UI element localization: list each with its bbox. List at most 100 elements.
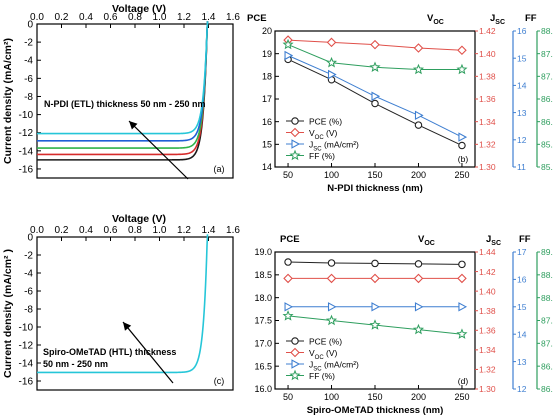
jsc-tick-label: 15 [517,302,527,312]
voc-point [326,37,337,48]
x-axis-title: N-PDI thickness (nm) [327,183,423,194]
pce-point [458,141,466,150]
ff-tick-label: 86.5 [541,361,553,371]
ff-axis-title: FF [519,234,531,245]
x-tick-label: 150 [367,170,382,180]
annotation-text: 50 nm - 250 nm [43,359,108,369]
jsc-tick-label: 14 [517,329,527,339]
y-tick-label: -14 [19,146,34,157]
voc-point [413,273,424,284]
jsc-axis-title: JSC [486,234,501,247]
voc-tick-label: 1.36 [479,325,496,335]
pce-point [371,99,379,108]
voc-tick-label: 1.44 [479,247,496,257]
legend-label: VOC (V) [309,128,338,141]
pce-tick-label: 19.0 [254,247,272,257]
x-tick-label: 0.0 [30,225,44,236]
panel-label: (b) [458,154,469,164]
pce-tick-label: 16.0 [254,384,272,394]
pce-axis-title: PCE [280,234,300,245]
y-tick-label: -8 [24,92,33,103]
y-tick-label: -14 [19,359,34,370]
y-axis-title: Current density (mA/cm² ) [2,249,14,378]
x-tick-label: 0.2 [55,12,69,23]
legend-marker [290,127,300,138]
annotation-text: Spiro-OMeTAD (HTL) thickness [43,347,176,357]
legend-marker [291,139,301,149]
ff-tick-label: 87.5 [541,49,553,59]
x-tick-label: 1.0 [153,12,167,23]
ff-axis-title: FF [525,13,537,24]
jsc-point [458,302,468,312]
jsc-point [327,69,337,80]
legend-marker [291,359,301,369]
legend-marker [291,337,299,345]
x-tick-label: 1.6 [226,225,240,236]
x-tick-label: 250 [454,170,469,180]
x-tick-label: 1.0 [153,225,167,236]
voc-tick-label: 1.32 [479,365,496,375]
y-tick-label: -6 [24,287,33,298]
x-tick-label: 200 [411,392,426,402]
voc-tick-label: 1.38 [479,306,496,316]
y-tick-label: -10 [19,323,34,334]
voc-tick-label: 1.32 [479,140,496,150]
pce-tick-label: 17.0 [254,339,272,349]
x-tick-label: 0.6 [104,225,118,236]
voc-point [370,39,380,50]
x-tick-label: 250 [454,392,469,402]
voc-tick-label: 1.42 [479,26,496,36]
pce-point [458,260,466,269]
legend-marker [289,149,301,161]
x-tick-label: 50 [283,170,293,180]
pce-tick-label: 16 [262,117,272,127]
jsc-point [284,302,294,312]
pce-point [284,258,292,266]
x-tick-label: 0.4 [79,225,93,236]
ff-point [282,38,294,50]
y-tick-label: -16 [19,377,34,388]
arrow-line [122,321,174,384]
ff-tick-label: 86.0 [541,117,553,127]
pce-tick-label: 19 [262,49,272,59]
voc-tick-label: 1.34 [479,117,496,127]
ff-point [456,328,468,339]
x-tick-label: 0.6 [104,12,118,23]
pce-point [414,121,423,129]
jsc-axis-title: JSC [490,13,505,26]
voc-point [457,45,467,56]
jv-curve [37,21,209,149]
x-tick-label: 1.2 [177,225,191,236]
legend-label: FF (%) [309,151,335,161]
jsc-tick-label: 16 [517,275,527,285]
voc-point [457,273,467,284]
jsc-tick-label: 16 [517,26,527,36]
arrow-head [123,322,132,331]
jv-curve [37,21,209,142]
x-tick-label: 150 [367,392,382,402]
jv-curve [37,21,209,156]
y-tick-label: 0 [27,20,33,31]
jsc-tick-label: 13 [517,108,527,118]
jsc-point [414,302,424,312]
x-axis-title: Spiro-OMeTAD thickness (nm) [307,405,444,415]
voc-tick-label: 1.42 [479,267,496,277]
legend-marker [289,369,301,381]
y-tick-label: -8 [24,305,33,316]
legend-label: FF (%) [309,371,335,381]
pce-point [371,259,379,268]
pce-tick-label: 18 [262,72,272,82]
panel-label: (d) [458,376,469,386]
x-tick-label: 100 [324,170,339,180]
legend-label: JSC (mA/cm²) [309,140,359,153]
ff-tick-label: 87.5 [541,316,553,326]
jsc-point [414,110,424,121]
jv-curve [37,234,209,374]
x-tick-label: 0.2 [55,225,69,236]
pce-tick-label: 16.5 [254,361,272,371]
ff-tick-label: 89.0 [541,247,553,257]
voc-tick-label: 1.30 [479,384,496,394]
jv-curve [37,21,209,135]
ff-point [412,323,425,335]
y-tick-label: -2 [24,38,33,49]
